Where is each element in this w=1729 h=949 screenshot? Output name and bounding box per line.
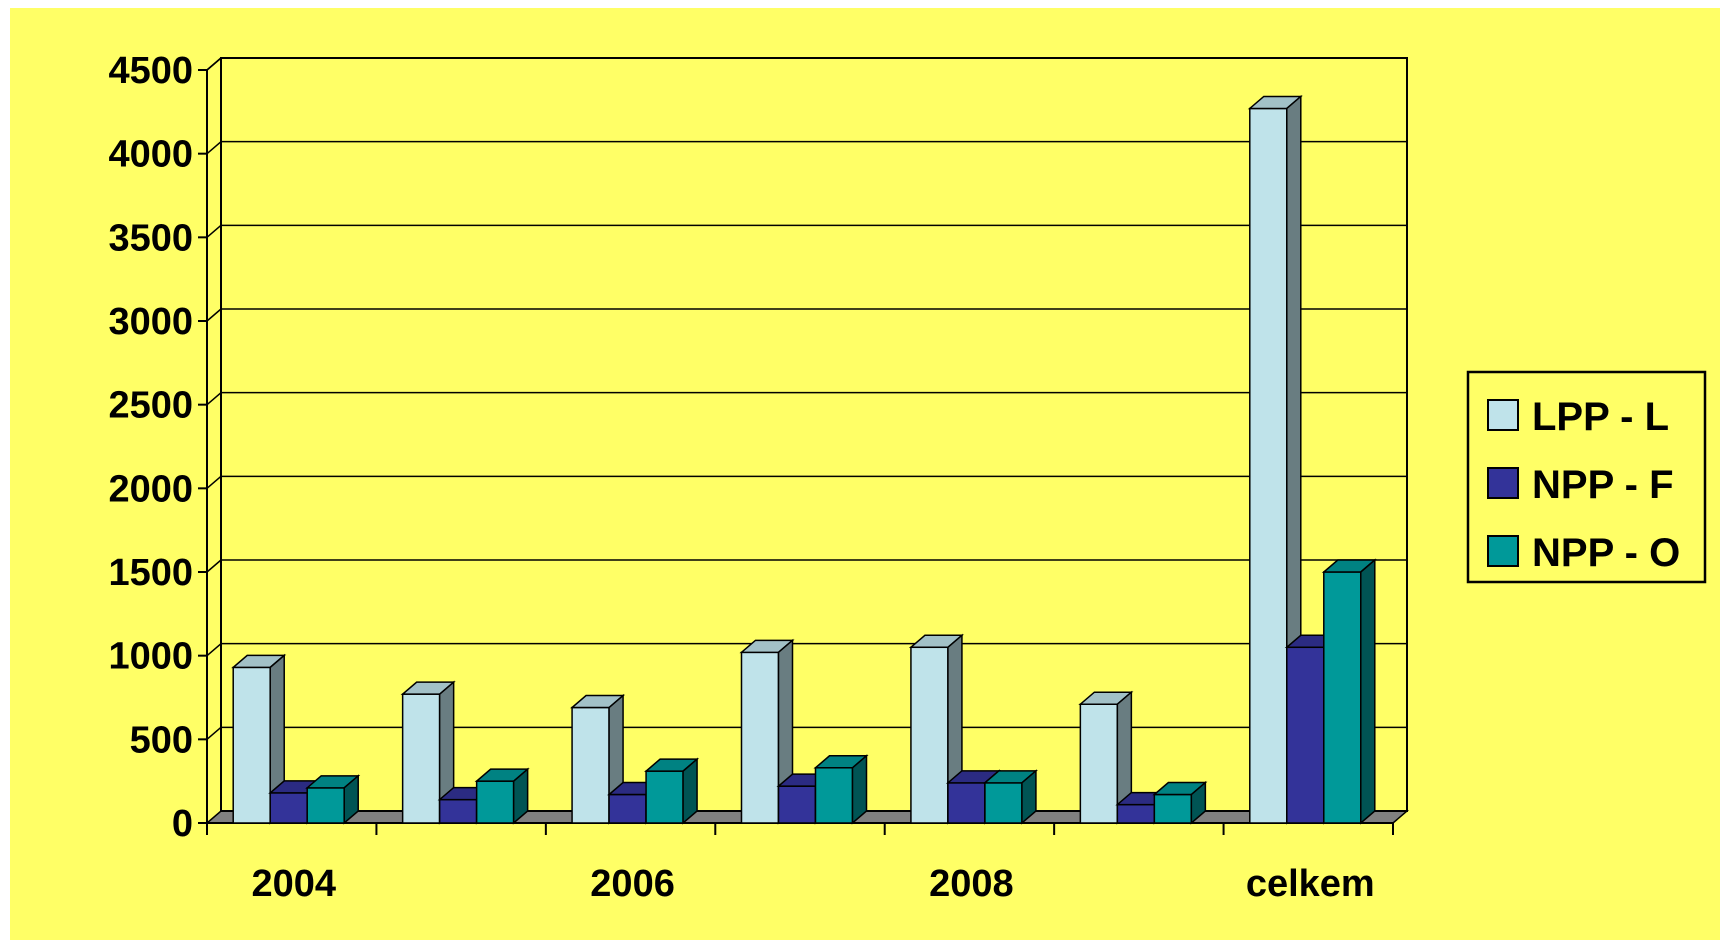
bar-front <box>740 651 780 824</box>
y-tick-label: 4000 <box>108 134 193 176</box>
legend: LPP - L NPP - F NPP - O <box>1466 370 1707 584</box>
bar <box>813 754 869 825</box>
bar <box>644 757 700 825</box>
bar-front <box>1153 793 1193 824</box>
bar-front <box>1249 107 1288 824</box>
legend-label-npp-o: NPP - O <box>1532 531 1680 575</box>
y-tick-label: 1500 <box>108 552 193 594</box>
side-wall-top-edge <box>206 57 222 71</box>
x-category-label: 2004 <box>251 863 336 905</box>
legend-label-npp-f: NPP - F <box>1532 463 1674 507</box>
bars <box>231 94 1377 825</box>
y-tick-label: 0 <box>172 803 193 845</box>
bar-front <box>1079 703 1119 824</box>
bar-front <box>475 780 515 824</box>
gridline-side <box>206 141 222 155</box>
y-tick-label: 2500 <box>108 385 193 427</box>
bar-front <box>306 787 345 824</box>
bar-front <box>947 782 986 824</box>
bar-side <box>1021 769 1037 825</box>
legend-swatch-lpp-l <box>1487 399 1519 431</box>
chart-walls <box>204 57 1410 824</box>
bar-side <box>512 767 529 825</box>
bar-front <box>571 706 610 824</box>
bar-side <box>343 774 359 825</box>
legend-swatch-npp-o <box>1487 535 1519 567</box>
bar-front <box>645 770 684 824</box>
x-category-label: 2006 <box>590 863 675 905</box>
bar <box>1247 94 1303 825</box>
bar <box>231 653 287 825</box>
bar-front <box>401 693 441 824</box>
gridline-side <box>206 224 222 238</box>
bar-front <box>232 666 271 824</box>
gridline-side <box>206 726 222 740</box>
bar-front <box>814 767 854 824</box>
bar-side <box>682 757 698 825</box>
bar-front <box>1116 803 1156 824</box>
legend-label-lpp-l: LPP - L <box>1532 395 1669 439</box>
gridline-side <box>206 392 222 406</box>
x-axis-ticks: 2004 2006 2008 celkem <box>206 823 1394 905</box>
x-category-label: celkem <box>1246 863 1375 905</box>
bar <box>474 767 530 825</box>
y-tick-label: 3500 <box>108 217 193 259</box>
bar-front <box>910 646 949 824</box>
bar <box>1078 690 1134 825</box>
y-tick-label: 500 <box>130 719 193 761</box>
gridline-side <box>206 559 222 573</box>
bar-front <box>608 793 647 824</box>
gridline-side <box>206 308 222 322</box>
x-category-label: 2008 <box>929 863 1014 905</box>
bar-side <box>1360 558 1376 825</box>
bar-side <box>1190 780 1207 825</box>
bar-front <box>777 785 817 824</box>
bar <box>982 769 1038 825</box>
bar-front <box>269 792 308 824</box>
bar <box>1152 780 1208 825</box>
y-tick-label: 2000 <box>108 468 193 510</box>
bar-front <box>1323 571 1362 824</box>
gridline-side <box>206 475 222 489</box>
y-tick-label: 3000 <box>108 301 193 343</box>
y-axis-ticks: 0 500 1000 1500 2000 2500 3000 3500 4000 4500 <box>108 50 207 845</box>
chart-back-wall <box>220 57 1408 812</box>
bar <box>305 774 361 825</box>
bar <box>400 680 456 825</box>
bar-front <box>1286 646 1325 824</box>
gridlines <box>206 57 1407 740</box>
y-tick-label: 4500 <box>108 50 193 92</box>
bar-front <box>984 782 1023 824</box>
gridline-side <box>206 643 222 657</box>
legend-swatch-npp-f <box>1487 467 1519 499</box>
bar-front <box>438 798 478 824</box>
bar <box>1321 558 1377 825</box>
bar-side <box>851 754 868 825</box>
y-tick-label: 1000 <box>108 636 193 678</box>
